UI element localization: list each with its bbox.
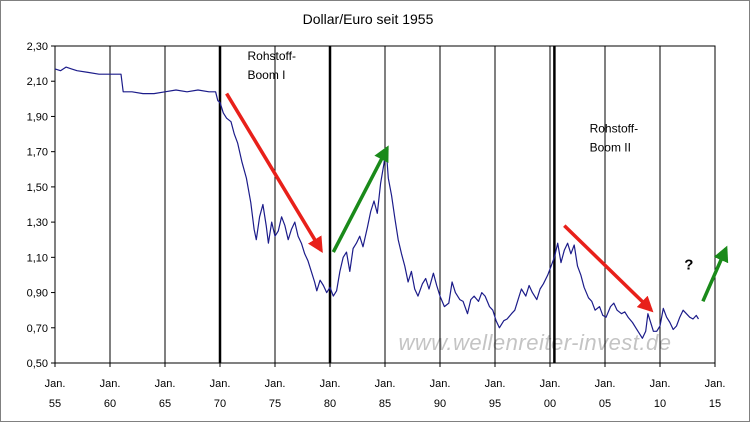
x-tick-label: 85 bbox=[379, 398, 391, 410]
x-tick-label: 75 bbox=[269, 398, 281, 410]
red-down-arrow bbox=[563, 224, 654, 313]
x-axis: Jan. 55 Jan. 60 Jan. 65 Jan. 70 Jan. 75 Jan. 80 Jan.… bbox=[45, 363, 726, 410]
x-tick-label: Jan. bbox=[100, 378, 121, 390]
y-tick-label: 0,70 bbox=[27, 323, 48, 335]
y-tick-label: 0,50 bbox=[27, 358, 48, 370]
annotation-label: Rohstoff- bbox=[248, 49, 296, 63]
x-tick-label: 95 bbox=[489, 398, 501, 410]
annotation-label: Boom II bbox=[590, 140, 631, 154]
y-tick-label: 1,50 bbox=[27, 182, 48, 194]
x-tick-label: Jan. bbox=[650, 378, 671, 390]
x-tick-label: Jan. bbox=[45, 378, 66, 390]
y-tick-label: 0,90 bbox=[27, 288, 48, 300]
x-tick-label: 70 bbox=[214, 398, 226, 410]
x-tick-label: Jan. bbox=[375, 378, 396, 390]
x-tick-label: Jan. bbox=[540, 378, 561, 390]
annotation-label: Boom I bbox=[248, 68, 286, 82]
x-tick-label: 80 bbox=[324, 398, 336, 410]
y-tick-label: 1,70 bbox=[27, 147, 48, 159]
x-tick-label: Jan. bbox=[210, 378, 231, 390]
x-tick-label: 05 bbox=[599, 398, 611, 410]
y-tick-label: 1,30 bbox=[27, 217, 48, 229]
y-tick-label: 2,10 bbox=[27, 76, 48, 88]
y-tick-label: 1,10 bbox=[27, 252, 48, 264]
y-tick-label: 1,90 bbox=[27, 111, 48, 123]
annotation-label: Rohstoff- bbox=[590, 121, 638, 135]
chart-title: Dollar/Euro seit 1955 bbox=[303, 11, 434, 27]
x-tick-label: Jan. bbox=[430, 378, 451, 390]
x-tick-label: Jan. bbox=[155, 378, 176, 390]
y-tick-label: 2,30 bbox=[27, 41, 48, 53]
x-tick-label: 55 bbox=[49, 398, 61, 410]
annotations: Rohstoff- Boom I Rohstoff- Boom II bbox=[248, 49, 639, 154]
red-down-arrow bbox=[225, 92, 323, 253]
x-tick-label: Jan. bbox=[265, 378, 286, 390]
x-tick-label: Jan. bbox=[320, 378, 341, 390]
question-mark: ? bbox=[684, 257, 693, 274]
watermark: www.wellenreiter-invest.de bbox=[398, 330, 671, 355]
x-tick-label: Jan. bbox=[595, 378, 616, 390]
x-tick-label: Jan. bbox=[705, 378, 726, 390]
x-tick-label: 00 bbox=[544, 398, 556, 410]
green-up-arrow bbox=[331, 145, 389, 253]
y-axis: 0,50 0,70 0,90 1,10 1,30 1,50 1,70 1,90 2,10 2,30 bbox=[27, 41, 55, 370]
green-up-arrow bbox=[701, 245, 729, 303]
series-line bbox=[54, 66, 700, 339]
x-tick-label: Jan. bbox=[485, 378, 506, 390]
x-tick-label: 15 bbox=[709, 398, 721, 410]
x-tick-label: 10 bbox=[654, 398, 666, 410]
boom-boundary-lines bbox=[218, 46, 556, 363]
x-tick-label: 90 bbox=[434, 398, 446, 410]
trend-arrows bbox=[225, 92, 729, 313]
x-tick-label: 60 bbox=[104, 398, 116, 410]
x-tick-label: 65 bbox=[159, 398, 171, 410]
